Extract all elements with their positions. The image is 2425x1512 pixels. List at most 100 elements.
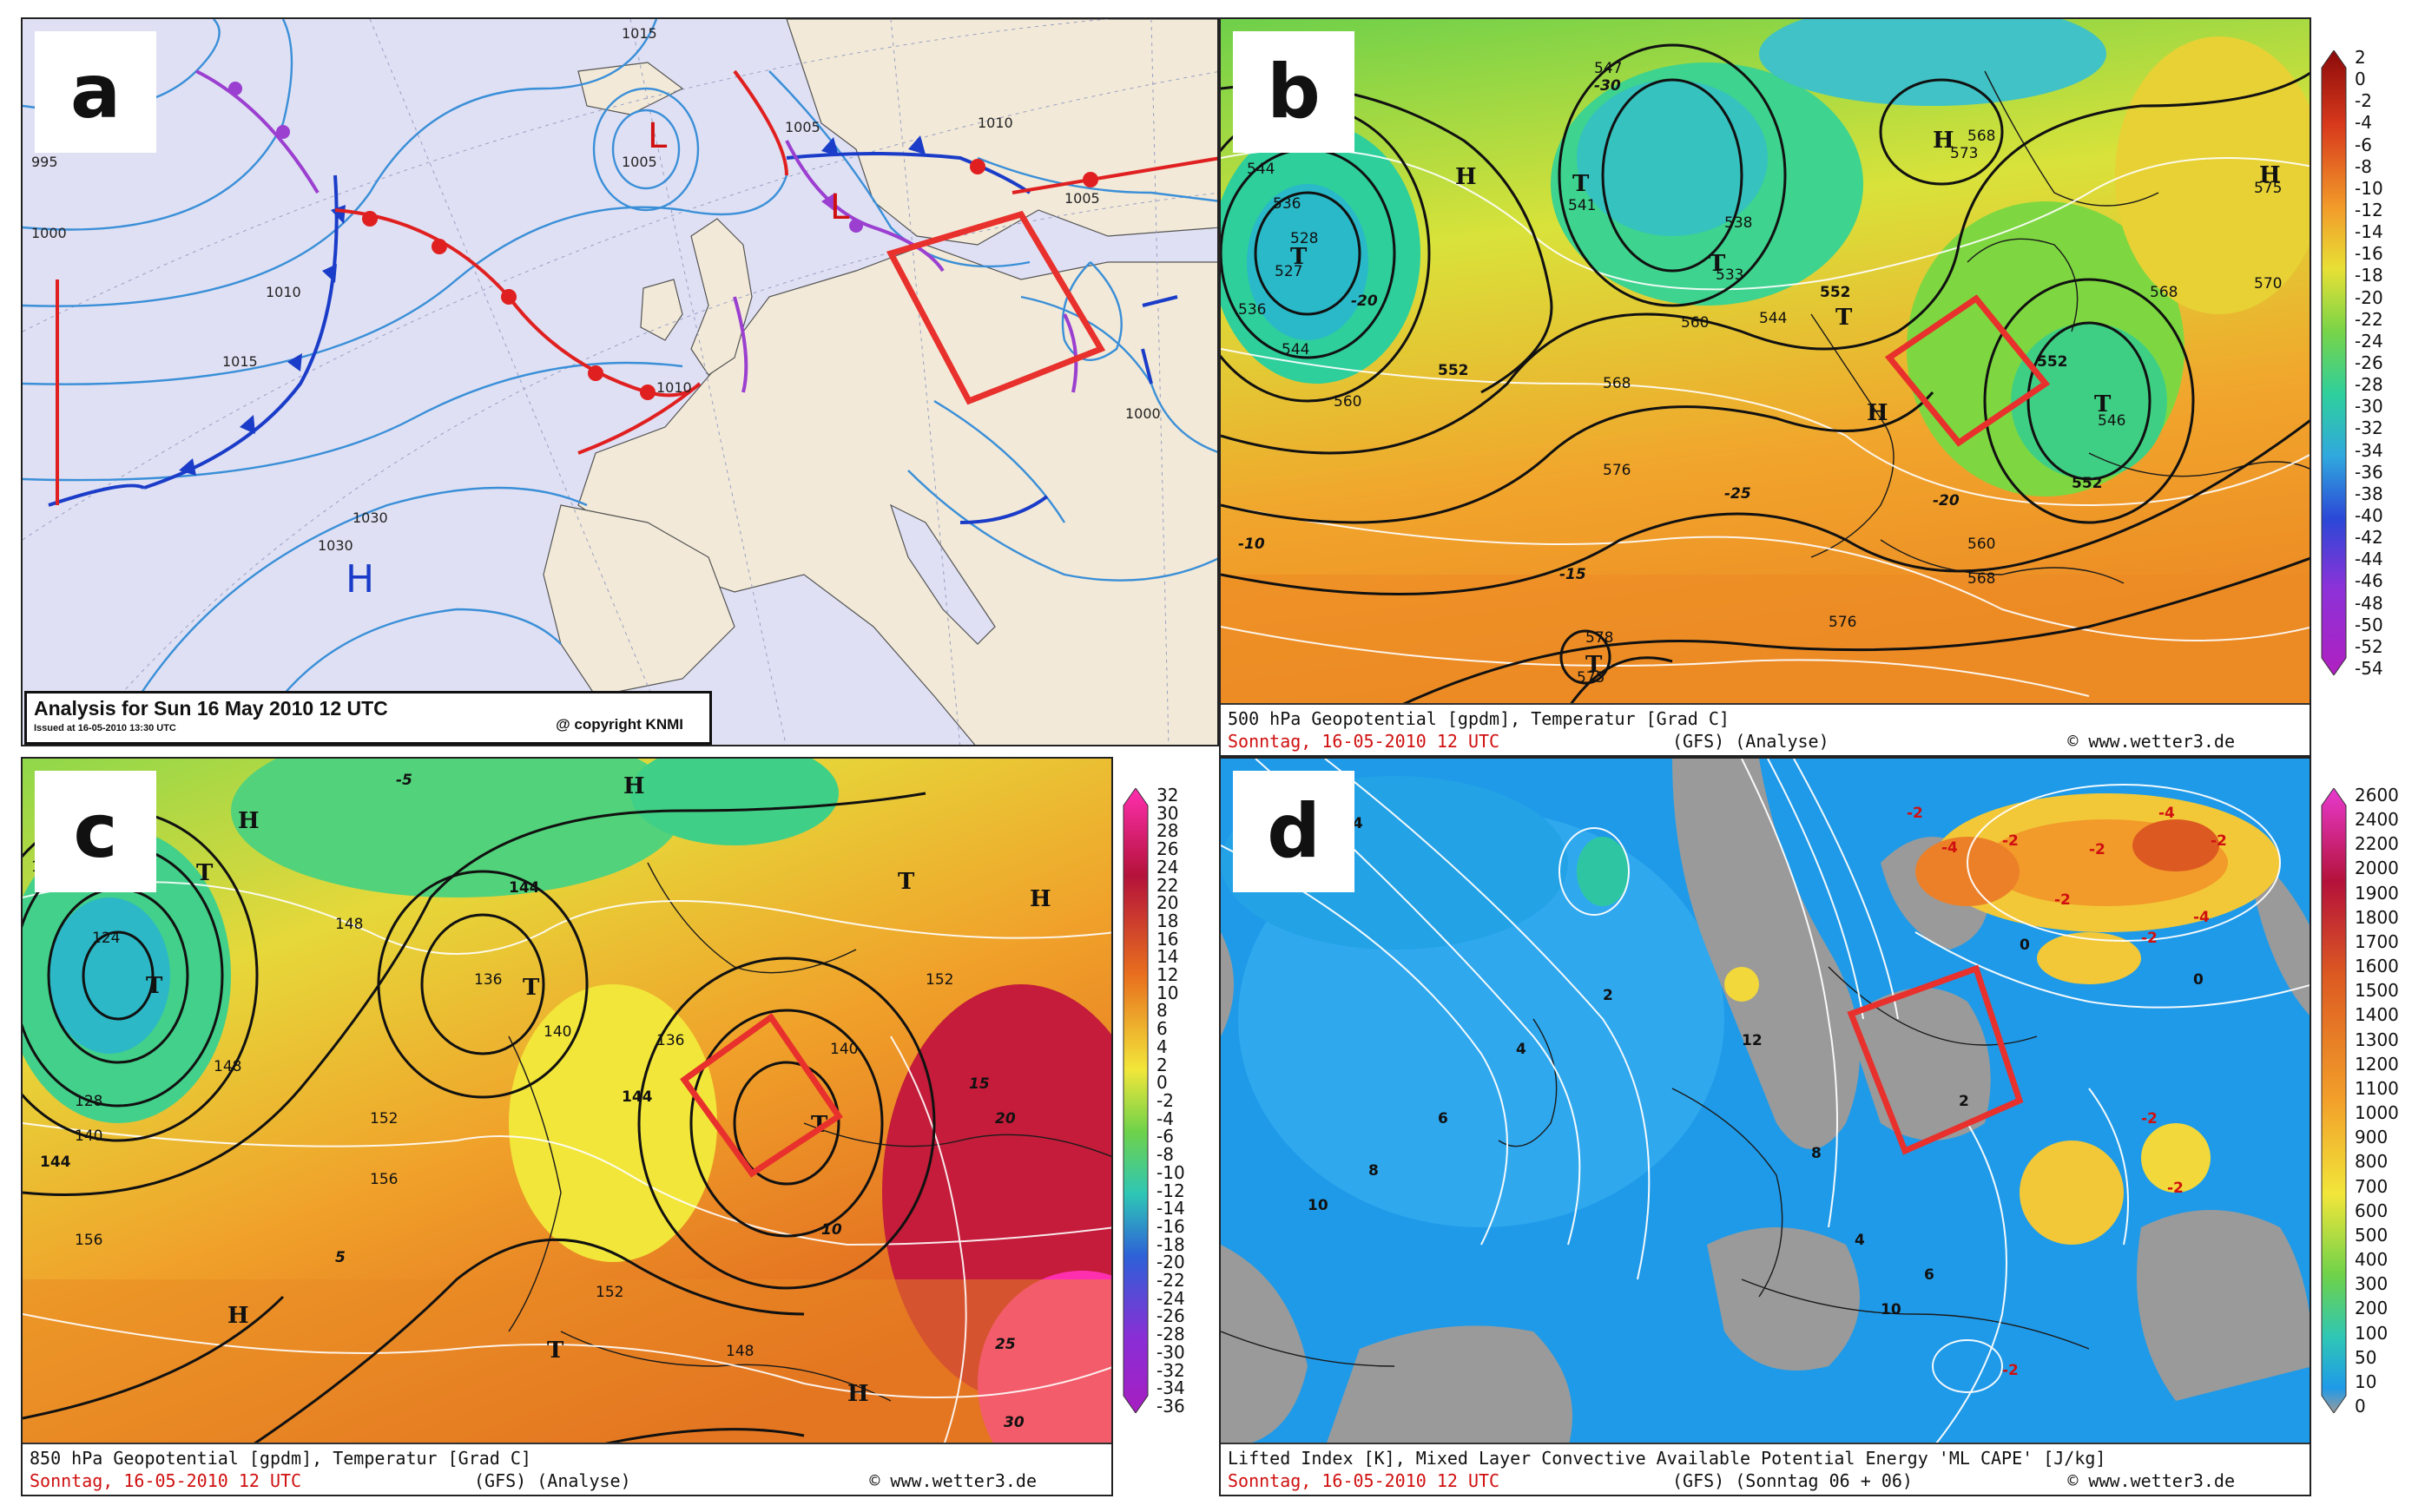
svg-text:995: 995 [31,154,58,170]
svg-text:1015: 1015 [222,353,258,370]
valid-date: Sonntag, 16-05-2010 12 UTC [30,1470,302,1491]
svg-text:T: T [1709,251,1726,277]
scale-d-tick-label: 2400 [2355,809,2399,831]
svg-text:1005: 1005 [785,119,820,135]
svg-text:-2: -2 [2002,1362,2019,1379]
scale-c-tick-label: -24 [1156,1287,1185,1309]
scale-d-tick-label: 1000 [2355,1102,2399,1124]
svg-text:15: 15 [969,1075,990,1093]
svg-text:560: 560 [1334,393,1361,411]
svg-text:1015: 1015 [622,25,657,42]
land-britain [690,218,753,376]
scale-d-tick-label: 1500 [2355,980,2399,1002]
scale-b-tick-label: -4 [2355,112,2372,134]
svg-text:30: 30 [1004,1414,1025,1431]
svg-text:-20: -20 [1351,293,1378,310]
svg-text:124: 124 [92,930,120,947]
svg-text:1010: 1010 [978,115,1013,131]
svg-text:T: T [898,869,915,895]
svg-text:12: 12 [1742,1032,1763,1049]
scale-c-tick-label: -36 [1156,1396,1185,1417]
scale-d-tick-label: 700 [2355,1175,2389,1197]
scale-c-tick-label: 8 [1156,1000,1168,1022]
scale-c-tick-label: 16 [1156,928,1179,950]
model-info: (GFS) (Analyse) [1672,731,1829,752]
svg-text:10: 10 [821,1221,842,1239]
svg-text:1000: 1000 [31,225,67,241]
scale-b-tick-label: -36 [2355,461,2383,483]
svg-text:4: 4 [1855,1232,1865,1249]
scale-d-tick-label: 300 [2355,1273,2389,1295]
wetter3-copyright: © www.wetter3.de [2067,1470,2235,1491]
svg-text:140: 140 [830,1041,858,1058]
svg-text:528: 528 [1290,230,1318,247]
svg-text:144: 144 [622,1088,653,1106]
scale-d-tick-label: 1400 [2355,1004,2399,1026]
scale-b-tick-label: -50 [2355,614,2383,635]
svg-text:576: 576 [1603,462,1631,479]
svg-text:575: 575 [2254,180,2282,197]
svg-text:0: 0 [2020,937,2030,954]
scale-d-tick-label: 900 [2355,1127,2389,1148]
svg-text:-4: -4 [2193,909,2210,926]
svg-text:570: 570 [2254,275,2282,293]
scale-d-tick-label: 400 [2355,1249,2389,1271]
svg-text:128: 128 [75,1093,102,1110]
svg-text:6: 6 [1438,1110,1448,1127]
500hpa-field-map: 544 536 528 527 536 544 552 560 568 576 … [1221,19,2310,708]
scale-b-tick-label: -30 [2355,396,2383,417]
scale-c-tick-label: 32 [1156,785,1179,805]
scale-d-tick-label: 2600 [2355,785,2399,805]
scale-c-tick-label: 30 [1156,802,1179,824]
panel-d-cape-scale: 2600 2400 2200 2000 1900 1800 1700 1600 1500 1400… [2316,785,2425,1417]
svg-text:H: H [2259,162,2281,188]
scale-b-tick-label: -26 [2355,352,2383,373]
scale-c-tick-label: 4 [1156,1035,1168,1057]
svg-text:536: 536 [1238,301,1266,319]
scale-c-tick-label: 0 [1156,1072,1168,1094]
analysis-title: Analysis for Sun 16 May 2010 12 UTC [34,697,388,720]
scale-c-tick-label: 20 [1156,892,1179,914]
svg-text:T: T [547,1338,564,1364]
svg-text:544: 544 [1759,310,1787,327]
svg-text:136: 136 [656,1032,684,1049]
panel-c-temperature-scale: 32 30 28 26 24 22 20 18 16 14 12 10 8 6 4 2 0 -2 -4 -6 -8 -10… [1118,785,1214,1417]
svg-text:1030: 1030 [318,537,353,554]
scale-c-tick-label: -6 [1156,1126,1174,1147]
scale-b-tick-label: -54 [2355,658,2383,679]
panel-b-temperature-scale: 2 0 -2 -4 -6 -8 -10 -12 -14 -16 -18 -20 -22 -24 -26 -28… [2316,47,2425,679]
scale-c-tick-label: -26 [1156,1305,1185,1327]
svg-text:568: 568 [1967,128,1995,145]
svg-text:152: 152 [370,1110,398,1127]
model-info: (GFS) (Analyse) [474,1470,631,1491]
svg-text:552: 552 [2072,475,2103,492]
scale-b-tick-label: -24 [2355,330,2383,352]
svg-text:4: 4 [1516,1041,1526,1058]
svg-text:-2: -2 [2089,841,2105,858]
scale-b-tick-label: -38 [2355,483,2383,504]
svg-text:T: T [2094,391,2112,417]
panel-a-letter: a [35,31,156,153]
scale-d-tick-label: 1800 [2355,906,2399,928]
scale-b-tick-label: -6 [2355,134,2372,155]
scale-c-tick-label: -22 [1156,1270,1185,1292]
svg-text:560: 560 [1967,536,1995,553]
wetter3-copyright: © www.wetter3.de [2067,731,2235,752]
scale-b-tick-label: -12 [2355,200,2383,220]
svg-text:152: 152 [926,971,953,989]
panel-d-letter: d [1233,771,1354,892]
svg-text:1005: 1005 [1064,190,1100,207]
svg-text:1005: 1005 [622,154,657,170]
scale-d-tick-label: 2000 [2355,858,2399,879]
svg-text:H: H [847,1381,869,1407]
scale-b-tick-label: -14 [2355,221,2383,243]
cape-regions [1577,793,2280,1245]
scale-b-tick-label: -20 [2355,286,2383,308]
svg-text:25: 25 [995,1336,1016,1353]
field-description: 500 hPa Geopotential [gpdm], Temperatur … [1228,708,1730,729]
svg-text:546: 546 [2098,412,2125,430]
scale-b-tick-label: -28 [2355,374,2383,396]
scale-d-tick-label: 2200 [2355,833,2399,855]
scale-c-tick-label: 22 [1156,874,1179,896]
panel-a-surface-analysis: 1015 1010 1015 1005 1010 1005 1000 1030 … [21,17,1219,746]
